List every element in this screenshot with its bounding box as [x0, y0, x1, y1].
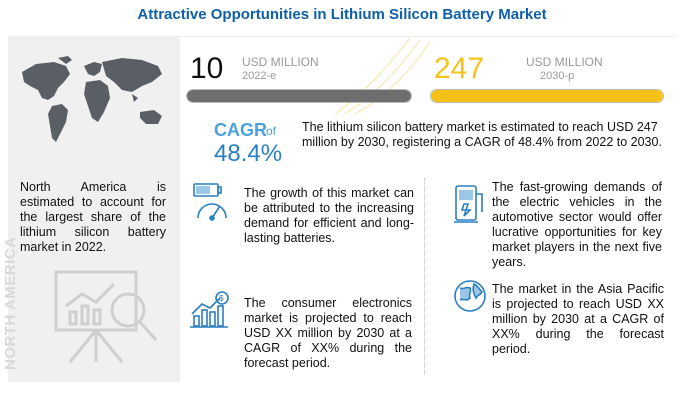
- cagr-description: The lithium silicon battery market is es…: [302, 120, 662, 149]
- unit-label-2022: USD MILLION: [242, 55, 319, 69]
- insight-text-4: The market in the Asia Pacific is projec…: [492, 282, 664, 356]
- market-value-2022: 10: [190, 52, 224, 85]
- cagr-of-label: of: [266, 124, 277, 138]
- world-map-icon: [22, 56, 162, 142]
- unit-label-2030: USD MILLION: [526, 55, 603, 69]
- cagr-label: CAGR: [214, 120, 267, 140]
- globe-icon: [454, 280, 486, 312]
- column-divider: [424, 178, 425, 374]
- decorative-lines: [334, 37, 431, 115]
- page-title: Attractive Opportunities in Lithium Sili…: [137, 6, 547, 23]
- battery-gauge-icon: [193, 183, 227, 221]
- progress-bar-2030: [430, 89, 664, 103]
- year-label-2022: 2022-e: [242, 70, 277, 82]
- growth-chart-icon: $: [190, 291, 229, 328]
- insight-text-2: The fast-growing demands of the electric…: [492, 180, 662, 269]
- progress-bar-2022: [186, 89, 412, 103]
- insight-text-1: The growth of this market can be attribu…: [244, 186, 414, 245]
- region-vertical-label: NORTH AMERICA: [2, 236, 19, 370]
- market-value-2030: 247: [434, 52, 485, 85]
- insight-text-3: The consumer electronics market is proje…: [244, 296, 412, 370]
- presentation-board-icon: [54, 270, 158, 363]
- progress-fill-2030: [431, 90, 663, 102]
- year-label-2030: 2030-p: [540, 70, 575, 82]
- cagr-value: 48.4%: [214, 140, 283, 167]
- progress-fill-2022: [187, 90, 411, 102]
- region-description: North America is estimated to account fo…: [20, 180, 166, 254]
- electric-vehicle-icon: [454, 185, 483, 223]
- svg-text:$: $: [219, 294, 224, 303]
